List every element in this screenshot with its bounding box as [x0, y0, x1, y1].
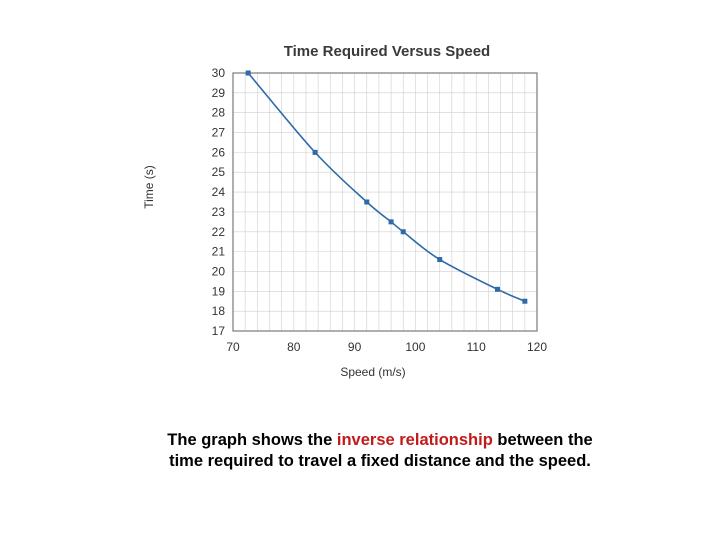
caption: The graph shows the inverse relationship… [160, 430, 600, 472]
data-point [522, 298, 528, 304]
y-tick-label: 18 [212, 304, 226, 318]
y-axis-ticks: 17 18 19 20 21 22 23 24 25 26 27 28 29 30 [212, 66, 226, 338]
data-point [364, 199, 370, 205]
y-tick-label: 21 [212, 245, 226, 259]
x-tick-label: 110 [467, 340, 486, 354]
data-point [494, 286, 500, 292]
series-line [247, 72, 526, 302]
y-tick-label: 27 [212, 126, 226, 140]
caption-highlight: inverse relationship [336, 431, 493, 449]
caption-text-start: The graph shows the [167, 431, 337, 449]
y-tick-label: 24 [212, 185, 226, 199]
x-tick-label: 80 [287, 340, 301, 354]
y-tick-label: 29 [212, 86, 226, 100]
x-tick-label: 120 [527, 340, 547, 354]
y-tick-label: 23 [212, 205, 226, 219]
data-point [245, 70, 251, 76]
data-point [400, 229, 406, 235]
x-axis-label: Speed (m/s) [340, 365, 405, 379]
data-point [437, 257, 443, 263]
data-point [388, 219, 394, 225]
x-axis-ticks: 70 80 90 100 110 120 [226, 340, 547, 354]
x-tick-label: 70 [226, 340, 240, 354]
y-tick-label: 22 [212, 225, 226, 239]
y-tick-label: 25 [212, 165, 226, 179]
data-points [245, 70, 528, 304]
chart-grid [232, 72, 538, 332]
chart-title: Time Required Versus Speed [284, 43, 490, 60]
caption-text-end: between the time required to travel a fi… [169, 431, 593, 471]
y-tick-label: 20 [212, 264, 226, 278]
y-tick-label: 19 [212, 284, 226, 298]
x-tick-label: 90 [348, 340, 362, 354]
x-tick-label: 100 [405, 340, 425, 354]
y-tick-label: 17 [212, 324, 226, 338]
chart: Time Required Versus Speed 17 18 19 20 21 22 2… [142, 43, 547, 379]
plot-frame [232, 72, 538, 332]
y-axis-label: Time (s) [142, 165, 156, 209]
data-point [312, 149, 318, 155]
y-tick-label: 26 [212, 145, 226, 159]
y-tick-label: 28 [212, 106, 226, 120]
y-tick-label: 30 [212, 66, 226, 80]
